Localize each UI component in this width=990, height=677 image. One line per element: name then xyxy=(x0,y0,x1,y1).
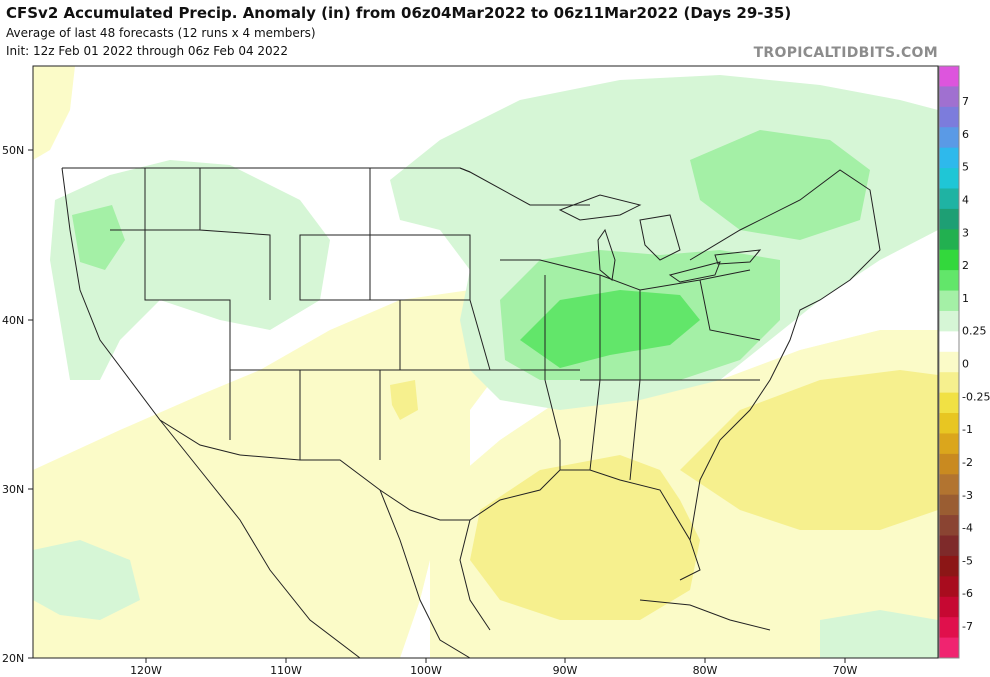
colorbar-label: 6 xyxy=(962,128,969,141)
colorbar-label: -2 xyxy=(962,456,973,469)
colorbar-swatch xyxy=(939,331,959,353)
dry-anomaly-gulf-core xyxy=(470,455,700,620)
colorbar-swatch xyxy=(939,596,959,618)
lon-label-70w: 70W xyxy=(833,664,858,677)
great-lakes xyxy=(558,194,762,283)
colorbar-swatch xyxy=(939,392,959,414)
colorbar-swatch xyxy=(939,515,959,537)
lon-axis: 120W 110W 100W 90W 80W 70W xyxy=(130,658,858,677)
site-credit: TROPICALTIDBITS.COM xyxy=(753,45,938,61)
colorbar-swatch xyxy=(939,372,959,394)
colorbar-swatch xyxy=(939,453,959,475)
colorbar-swatch xyxy=(939,229,959,251)
coastlines xyxy=(159,419,771,658)
wet-anomaly-caribbean xyxy=(820,610,938,658)
colorbar-label: 3 xyxy=(962,226,969,239)
colorbar-swatch xyxy=(939,127,959,149)
lon-label-90w: 90W xyxy=(553,664,578,677)
colorbar-swatch xyxy=(939,168,959,189)
map-title: CFSv2 Accumulated Precip. Anomaly (in) f… xyxy=(6,4,792,22)
map-frame xyxy=(32,65,939,659)
colorbar-swatch xyxy=(939,474,959,496)
colorbar: 7 6 5 4 3 2 1 0.25 0 -0.25 -1 -2 -3 -4 -5 -6 -7 xyxy=(938,65,990,659)
colorbar-swatch xyxy=(939,66,959,87)
colorbar-label: -6 xyxy=(962,587,973,600)
lon-label-100w: 100W xyxy=(410,664,442,677)
colorbar-swatch xyxy=(939,413,959,434)
colorbar-swatch xyxy=(939,270,959,292)
colorbar-label: -0.25 xyxy=(962,390,990,403)
colorbar-label: 1 xyxy=(962,292,969,305)
colorbar-swatch xyxy=(939,494,959,516)
dry-anomaly-southwest xyxy=(33,290,500,658)
colorbar-swatch xyxy=(939,617,959,639)
colorbar-swatch xyxy=(939,188,959,210)
lon-label-120w: 120W xyxy=(130,664,162,677)
dry-anomaly-southwest-patch xyxy=(390,380,418,420)
colorbar-swatch xyxy=(939,637,959,659)
colorbar-label: -7 xyxy=(962,620,973,633)
lat-label-50n: 50N xyxy=(2,144,24,157)
colorbar-swatch xyxy=(939,249,959,271)
colorbar-swatch xyxy=(939,86,959,108)
colorbar-label: 4 xyxy=(962,193,969,206)
colorbar-swatch xyxy=(939,147,959,169)
colorbar-swatch xyxy=(939,351,959,373)
colorbar-swatch xyxy=(939,310,959,332)
wet-anomaly-ohio-core xyxy=(520,290,700,368)
wet-anomaly-new-england xyxy=(690,130,870,240)
init-time-label: Init: 12z Feb 01 2022 through 06z Feb 04… xyxy=(6,44,288,58)
wet-anomaly-mexico-pacific xyxy=(33,540,140,620)
colorbar-label: -4 xyxy=(962,522,973,535)
dry-anomaly-northwest-edge xyxy=(33,66,75,160)
colorbar-label: 0 xyxy=(962,358,969,371)
colorbar-label: -3 xyxy=(962,489,973,502)
wet-anomaly-pacific-nw-core xyxy=(72,205,125,270)
colorbar-label: -1 xyxy=(962,423,973,436)
colorbar-swatch xyxy=(939,290,959,312)
lon-label-110w: 110W xyxy=(270,664,302,677)
wet-anomaly-northwest xyxy=(50,160,330,380)
colorbar-label: -5 xyxy=(962,554,973,567)
lat-label-20n: 20N xyxy=(2,652,24,665)
dry-anomaly-atlantic-core xyxy=(680,370,938,530)
lon-label-80w: 80W xyxy=(693,664,718,677)
colorbar-swatch xyxy=(939,208,959,230)
lat-axis: 50N 40N 30N 20N xyxy=(2,144,33,665)
colorbar-swatch xyxy=(939,535,959,557)
colorbar-frame xyxy=(938,65,960,659)
lat-label-30n: 30N xyxy=(2,483,24,496)
colorbar-swatch xyxy=(939,106,959,128)
colorbar-label: 5 xyxy=(962,161,969,174)
colorbar-label: 7 xyxy=(962,95,969,108)
lat-label-40n: 40N xyxy=(2,314,24,327)
colorbar-swatch xyxy=(939,433,959,455)
colorbar-swatch xyxy=(939,576,959,598)
colorbar-label: 0.25 xyxy=(962,325,987,338)
state-borders xyxy=(61,167,881,581)
map-subtitle: Average of last 48 forecasts (12 runs x … xyxy=(6,26,316,40)
colorbar-label: 2 xyxy=(962,259,969,272)
map-field xyxy=(33,66,938,658)
colorbar-swatch xyxy=(939,555,959,577)
